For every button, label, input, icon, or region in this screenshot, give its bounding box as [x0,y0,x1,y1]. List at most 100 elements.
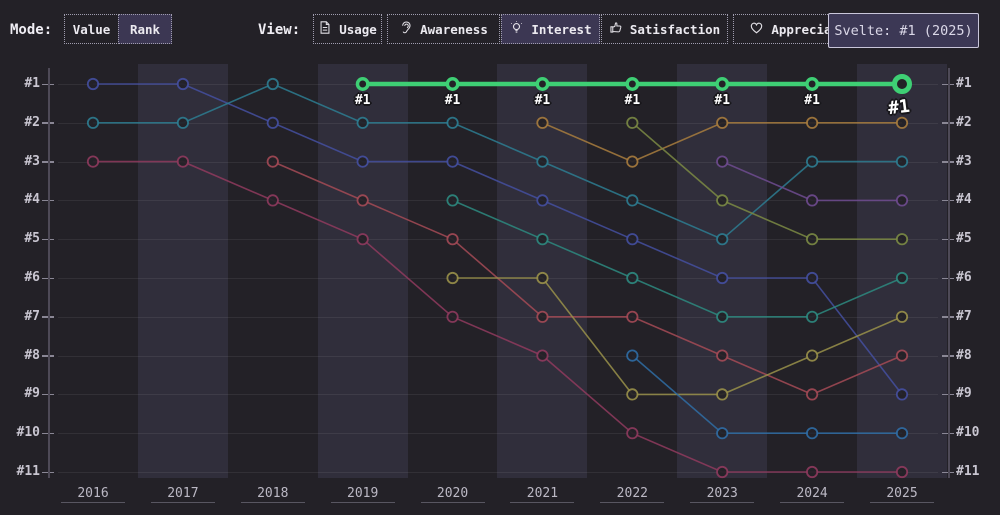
data-point-rose-2023[interactable] [716,349,729,362]
data-point-maroon-2023[interactable] [716,465,729,479]
data-point-rose-2019[interactable] [356,194,369,207]
data-point-purple-2025[interactable] [895,194,909,207]
year-band [857,64,947,478]
data-point-steel-blue-2025[interactable] [895,427,909,440]
data-point-rose-2021[interactable] [536,310,549,323]
data-point-olive-2021[interactable] [536,271,549,285]
data-point-teal-2018[interactable] [266,77,279,91]
data-point-olive-green-2023[interactable] [716,194,729,207]
data-point-orange-2022[interactable] [626,155,639,168]
data-point-maroon-2020[interactable] [446,310,459,323]
data-point-indigo-2018[interactable] [266,116,279,129]
x-axis-label-2022[interactable]: 2022 [600,486,665,503]
document-icon [318,20,332,38]
data-point-steel-blue-2023[interactable] [716,427,729,440]
series-line-teal [93,83,902,241]
mode-rank-button[interactable]: Rank ▲ [118,14,172,44]
right-rank-label: #6 [956,270,972,285]
data-point-cyan-teal-2025[interactable] [895,271,909,285]
mode-rank-label: Rank [129,21,161,37]
data-point-teal-2016[interactable] [86,116,100,129]
data-point-Svelte-2025[interactable] [892,74,912,94]
gridline [58,122,938,124]
data-point-teal-2022[interactable] [626,194,639,207]
data-point-cyan-teal-2021[interactable] [536,233,549,246]
data-point-purple-2024[interactable] [806,194,819,207]
data-point-teal-2025[interactable] [895,155,909,168]
data-point-olive-2025[interactable] [895,310,909,323]
data-point-steel-blue-2022[interactable] [626,349,639,362]
data-point-indigo-2017[interactable] [176,77,189,91]
data-point-maroon-2022[interactable] [626,427,639,440]
data-point-rose-2022[interactable] [626,310,639,323]
view-interest-button[interactable]: Interest ▲ [501,14,600,44]
data-point-maroon-2025[interactable] [895,465,909,479]
data-point-maroon-2024[interactable] [806,465,819,479]
view-awareness-button[interactable]: Awareness ▲ [387,14,500,44]
data-point-teal-2019[interactable] [356,116,369,129]
data-point-indigo-2023[interactable] [716,271,729,285]
x-axis-label-2018[interactable]: 2018 [240,486,305,503]
data-point-indigo-2016[interactable] [86,77,100,91]
data-point-indigo-2022[interactable] [626,233,639,246]
view-satisfaction-button[interactable]: Satisfaction ▲ [601,14,728,44]
data-point-olive-2024[interactable] [806,349,819,362]
gridline [58,472,938,473]
data-point-Svelte-2019[interactable] [355,77,370,91]
data-point-teal-2021[interactable] [536,155,549,168]
data-point-orange-2024[interactable] [806,116,819,129]
data-point-cyan-teal-2022[interactable] [626,271,639,285]
x-axis-label-2021[interactable]: 2021 [510,486,575,503]
x-axis-label-2017[interactable]: 2017 [150,486,215,503]
data-point-indigo-2019[interactable] [356,155,369,168]
x-axis-label-2019[interactable]: 2019 [330,486,395,503]
data-point-Svelte-2021[interactable] [535,77,550,91]
mode-label: Mode: [10,22,53,38]
view-awareness-label: Awareness [420,21,488,37]
data-point-cyan-teal-2024[interactable] [806,310,819,323]
data-point-rose-2020[interactable] [446,233,459,246]
data-point-olive-2022[interactable] [626,388,639,401]
x-axis-label-2025[interactable]: 2025 [870,486,934,503]
data-point-Svelte-2024[interactable] [805,77,820,91]
data-point-teal-2020[interactable] [446,116,459,129]
data-point-maroon-2016[interactable] [86,155,100,168]
data-point-olive-green-2024[interactable] [806,233,819,246]
data-point-orange-2021[interactable] [536,116,549,129]
data-point-rose-2024[interactable] [806,388,819,401]
data-point-olive-2020[interactable] [446,271,459,285]
ear-icon [399,20,413,38]
data-point-olive-green-2025[interactable] [895,233,909,246]
data-point-cyan-teal-2023[interactable] [716,310,729,323]
year-band [137,64,228,478]
data-point-teal-2017[interactable] [176,116,189,129]
data-point-maroon-2017[interactable] [176,155,189,168]
data-point-cyan-teal-2020[interactable] [446,194,459,207]
data-point-purple-2023[interactable] [716,155,729,168]
data-point-olive-green-2022[interactable] [626,116,639,129]
data-point-Svelte-2022[interactable] [625,77,640,91]
data-point-rose-2025[interactable] [895,349,909,362]
data-point-teal-2024[interactable] [806,155,819,168]
data-point-maroon-2021[interactable] [536,349,549,362]
data-point-teal-2023[interactable] [716,233,729,246]
x-axis-label-2020[interactable]: 2020 [420,486,485,503]
data-point-Svelte-2020[interactable] [445,77,460,91]
data-point-rose-2018[interactable] [266,155,279,168]
x-axis-label-2024[interactable]: 2024 [780,486,845,503]
left-rank-label: #4 [24,192,40,208]
data-point-indigo-2024[interactable] [806,271,819,285]
data-point-indigo-2021[interactable] [536,194,549,207]
data-point-Svelte-2023[interactable] [715,77,730,91]
data-point-indigo-2020[interactable] [446,155,459,168]
data-point-orange-2025[interactable] [895,116,909,129]
x-axis-label-2016[interactable]: 2016 [61,486,125,503]
data-point-olive-2023[interactable] [716,388,729,401]
data-point-orange-2023[interactable] [716,116,729,129]
data-point-maroon-2019[interactable] [356,233,369,246]
data-point-steel-blue-2024[interactable] [806,427,819,440]
data-point-maroon-2018[interactable] [266,194,279,207]
data-point-indigo-2025[interactable] [895,388,909,401]
view-usage-button[interactable]: Usage ▲ [313,14,382,44]
x-axis-label-2023[interactable]: 2023 [690,486,755,503]
